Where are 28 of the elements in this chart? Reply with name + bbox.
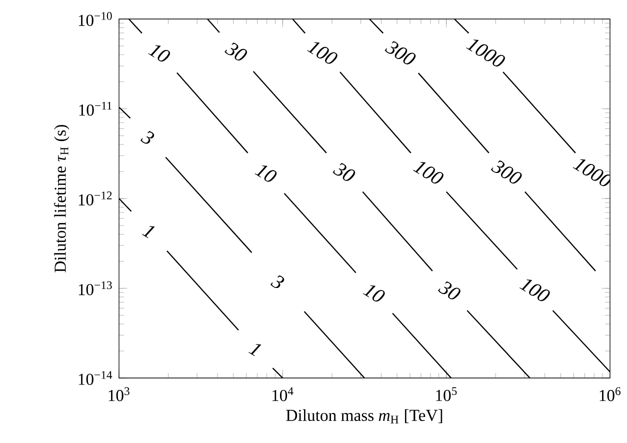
text: 30	[224, 42, 248, 60]
text: 100	[413, 162, 444, 184]
x-axis-title: Diluton mass m$_{H}$ [TeV]	[286, 409, 442, 424]
y-tick-label: 10$^{−13}$	[78, 281, 112, 296]
text: 300	[384, 41, 416, 64]
y-tick-label: 10$^{−14}$	[78, 371, 112, 385]
y-tick-label: 10$^{−11}$	[79, 102, 112, 116]
text: 1	[248, 344, 262, 356]
text: 10	[362, 285, 385, 302]
text: 1000	[572, 159, 612, 186]
x-tick-label: 10$^{5}$	[436, 387, 457, 402]
text: 300	[490, 160, 522, 184]
text: 30	[438, 281, 460, 300]
text: 10	[148, 45, 170, 62]
text: 1	[142, 226, 155, 238]
text: 30	[332, 163, 356, 181]
text: 100	[306, 42, 338, 64]
x-tick-label: 10$^{4}$	[272, 387, 294, 402]
text: 3	[270, 275, 284, 288]
text: 3	[140, 131, 154, 144]
x-tick-label: 10$^{3}$	[108, 387, 130, 402]
text: 10	[254, 166, 277, 182]
y-tick-label: 10$^{−12}$	[78, 192, 112, 206]
y-tick-label: 10$^{−10}$	[78, 12, 112, 26]
y-axis-title: Diluton lifetime τ$_{H}$ (s)	[54, 124, 70, 272]
x-tick-label: 10$^{6}$	[600, 387, 620, 402]
text: 100	[519, 280, 550, 302]
text: 1000	[466, 40, 505, 66]
